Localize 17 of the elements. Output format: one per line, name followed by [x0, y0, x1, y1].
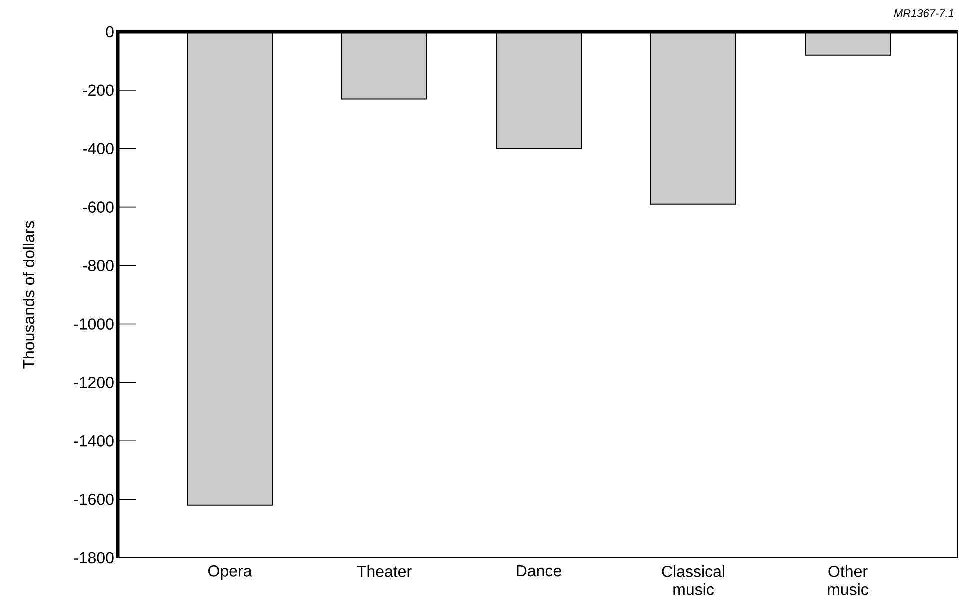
y-tick-label: -200 [83, 84, 114, 96]
x-tick-label: Dance [517, 566, 562, 577]
x-tick-label: Theater [357, 566, 412, 578]
y-tick-label: -1600 [74, 494, 114, 506]
x-tick-label: Opera [208, 566, 252, 580]
y-tick-label: -400 [83, 143, 114, 155]
y-tick-label: -800 [83, 260, 114, 272]
y-tick-label: -1400 [74, 435, 114, 447]
text: MR1367-7.1 [894, 10, 954, 18]
x-tick-label: Classical music [662, 566, 724, 596]
y-axis-title: Thousands of dollars [22, 221, 35, 369]
y-tick-label: 0 [106, 26, 114, 38]
y-tick-label: -1200 [74, 377, 114, 388]
x-tick-label: Other music [828, 566, 868, 596]
y-tick-label: -600 [83, 202, 114, 213]
y-tick-label: -1000 [74, 318, 114, 330]
y-tick-label: -1800 [74, 552, 114, 564]
